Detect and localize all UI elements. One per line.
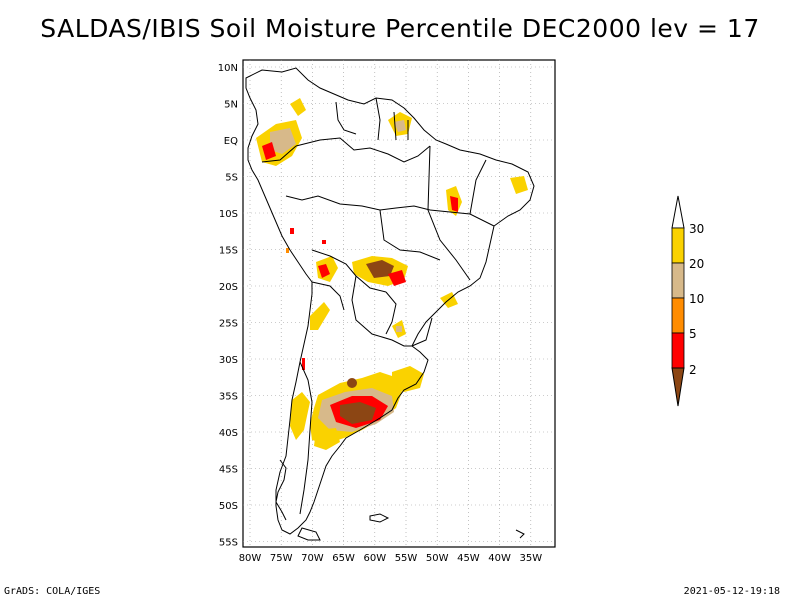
lat-label: 35S <box>219 392 238 403</box>
border <box>429 209 495 227</box>
lat-label: 40S <box>219 428 238 439</box>
patch-pampas-brown <box>340 402 376 424</box>
patch-ecuador-tan <box>270 128 296 154</box>
patch-bolivia-red <box>318 264 330 278</box>
falkland-islands <box>369 513 390 523</box>
lat-label: 45S <box>219 465 238 476</box>
lon-label: 45W <box>457 553 480 564</box>
lat-label: 15S <box>219 246 238 257</box>
colorbar-top-arrow <box>671 195 685 229</box>
lat-label: 5N <box>224 100 238 111</box>
lat-label: EQ <box>224 136 238 147</box>
map-title: SALDAS/IBIS Soil Moisture Percentile DEC… <box>40 14 760 43</box>
colorbar-label: 10 <box>689 292 704 306</box>
lon-label: 80W <box>239 553 262 564</box>
patch-uruguay-yellow <box>392 366 424 392</box>
colorbar-label: 5 <box>689 327 697 341</box>
colorbar-label: 20 <box>689 257 704 271</box>
colorbar-bin-20-30 <box>671 227 685 264</box>
coastlines <box>245 67 535 541</box>
lat-label: 30S <box>219 355 238 366</box>
border <box>295 137 431 163</box>
colorbar-label: 2 <box>689 363 697 377</box>
border <box>285 195 431 211</box>
border <box>385 291 397 335</box>
border <box>375 97 381 141</box>
lon-label: 70W <box>301 553 324 564</box>
lat-label: 10S <box>219 209 238 220</box>
patch-ecuador-red <box>262 142 276 160</box>
patch-pantanal-brown <box>366 260 394 278</box>
lat-label: 10N <box>218 63 238 74</box>
patch-sbrazil-tan <box>396 326 402 332</box>
patch-chile-yellow <box>290 392 310 440</box>
colorbar-bin-5-10 <box>671 297 685 334</box>
patch-patagonia-yellow <box>314 428 340 450</box>
border <box>379 209 441 261</box>
tierra-del-fuego <box>297 527 321 541</box>
border <box>393 111 397 141</box>
border <box>311 281 345 311</box>
patch-colombia-yellow <box>290 98 306 116</box>
footer-timestamp: 2021-05-12-19:18 <box>683 586 780 597</box>
patch-chile-north-yellow <box>310 302 330 330</box>
colorbar-label: 30 <box>689 222 704 236</box>
patch-east-yellow <box>510 176 528 194</box>
patch-guiana-tan <box>394 120 406 132</box>
longitude-labels: 80W 75W 70W 65W 60W 55W 50W 45W 40W 35W <box>239 553 543 564</box>
lon-label: 40W <box>488 553 511 564</box>
border <box>469 159 487 215</box>
lat-label: 5S <box>225 173 238 184</box>
lat-label: 55S <box>219 538 238 549</box>
border <box>299 361 313 515</box>
lon-label: 35W <box>519 553 542 564</box>
island <box>515 529 525 539</box>
border <box>311 249 387 293</box>
lon-label: 60W <box>363 553 386 564</box>
footer-credit: GrADS: COLA/IGES <box>4 586 101 597</box>
border <box>261 145 297 163</box>
percentile-patches <box>256 98 528 450</box>
patch-nebrazil-red <box>450 196 458 212</box>
colorbar-bin-10-20 <box>671 262 685 299</box>
lat-label: 25S <box>219 319 238 330</box>
colorbar: 30 20 10 5 2 <box>671 195 704 407</box>
continent-outline <box>245 67 535 535</box>
colorbar-labels: 30 20 10 5 2 <box>689 222 704 377</box>
chilean-archipelago <box>275 459 287 521</box>
border <box>427 145 471 281</box>
patch-speck <box>290 228 294 234</box>
border <box>411 317 433 347</box>
lon-label: 55W <box>395 553 418 564</box>
colorbar-bottom-arrow <box>671 367 685 407</box>
colorbar-bin-2-5 <box>671 332 685 369</box>
border <box>335 101 357 135</box>
lat-label: 20S <box>219 282 238 293</box>
latitude-labels: 10N 5N EQ 5S 10S 15S 20S 25S 30S 35S 40S 45S 50S 55S <box>218 63 238 549</box>
patch-speck <box>286 248 289 253</box>
lat-label: 50S <box>219 501 238 512</box>
border <box>351 275 412 347</box>
lon-label: 65W <box>332 553 355 564</box>
patch-speck <box>302 358 305 370</box>
lon-label: 75W <box>270 553 293 564</box>
patch-speck <box>322 240 326 244</box>
plot-frame <box>242 59 556 548</box>
patch-pantanal-red <box>388 270 406 286</box>
lon-label: 50W <box>426 553 449 564</box>
patch-pampas-dot <box>347 378 357 388</box>
